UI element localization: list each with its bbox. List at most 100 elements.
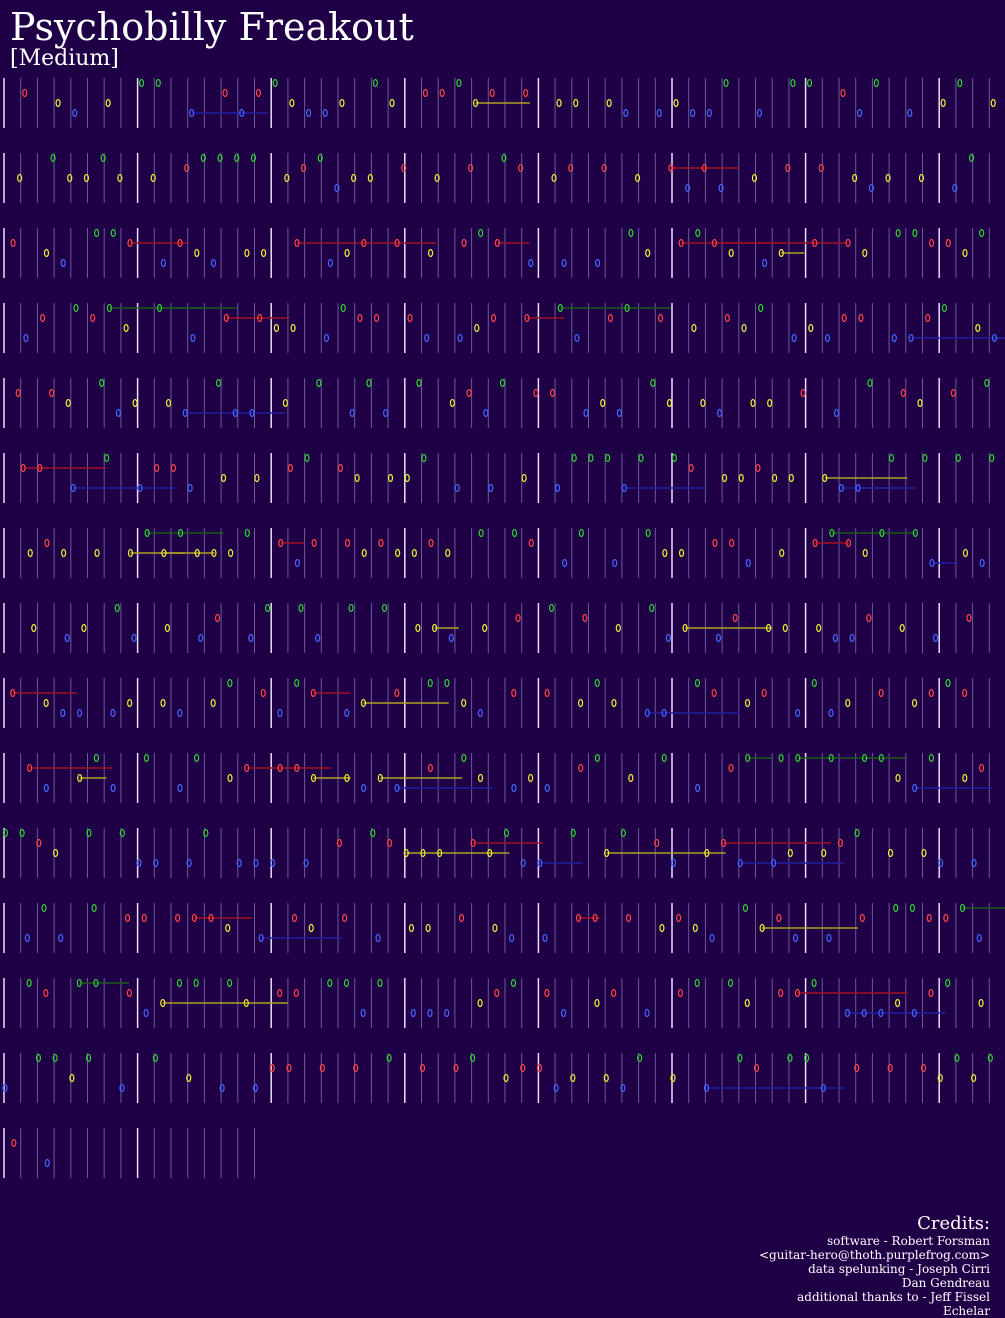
note [528, 538, 534, 548]
note [287, 463, 293, 473]
note [445, 548, 451, 558]
note [244, 248, 250, 258]
note [250, 153, 257, 163]
note [828, 708, 834, 718]
note [52, 1053, 58, 1063]
note [210, 698, 216, 708]
note [611, 698, 617, 708]
note [625, 913, 632, 923]
note [570, 828, 576, 838]
note [367, 173, 373, 183]
note [695, 228, 701, 238]
note [136, 858, 142, 868]
note [918, 173, 925, 183]
note [220, 473, 227, 483]
note [43, 248, 50, 258]
credit-line: <guitar-hero@thoth.purplefrog.com> [758, 1248, 990, 1262]
note [198, 633, 204, 643]
note [812, 538, 818, 548]
note [127, 238, 133, 248]
note [15, 388, 21, 398]
note [22, 88, 28, 98]
difficulty: [Medium] [10, 46, 119, 71]
note [727, 978, 734, 988]
note [975, 323, 981, 333]
note [917, 398, 923, 408]
note [94, 548, 100, 558]
note [416, 378, 422, 388]
note [795, 708, 801, 718]
note [700, 398, 706, 408]
note [124, 913, 131, 923]
note [966, 613, 972, 623]
note [177, 238, 183, 248]
note [284, 173, 290, 183]
note [489, 88, 495, 98]
note [189, 108, 195, 118]
note [81, 623, 87, 633]
note [177, 708, 183, 718]
note [894, 998, 901, 1008]
note [137, 483, 143, 493]
note [583, 408, 589, 418]
note [841, 313, 847, 323]
note [105, 98, 111, 108]
note [308, 923, 314, 933]
note [310, 688, 316, 698]
note [520, 1063, 526, 1073]
note [132, 398, 138, 408]
note [605, 453, 611, 463]
note [878, 688, 884, 698]
note [141, 913, 147, 923]
note [357, 313, 363, 323]
note [187, 483, 193, 493]
note [254, 473, 260, 483]
note [978, 998, 984, 1008]
note [628, 228, 634, 238]
note [278, 538, 284, 548]
note [467, 163, 474, 173]
note [957, 78, 963, 88]
note [738, 473, 744, 483]
note [750, 398, 756, 408]
note [85, 1053, 92, 1063]
note [138, 78, 145, 88]
note [344, 773, 350, 783]
note [742, 903, 749, 913]
note [27, 548, 33, 558]
note [217, 153, 223, 163]
note [785, 163, 791, 173]
note [971, 858, 977, 868]
note [941, 303, 948, 313]
note [234, 153, 240, 163]
note [685, 183, 691, 193]
note [190, 333, 196, 343]
note [943, 913, 949, 923]
note [728, 763, 734, 773]
note [523, 88, 529, 98]
note [729, 538, 735, 548]
note [691, 323, 697, 333]
note [361, 238, 367, 248]
note [160, 258, 166, 268]
note [571, 453, 577, 463]
note [165, 398, 172, 408]
note [845, 538, 852, 548]
note [728, 248, 734, 258]
note [377, 773, 383, 783]
note [23, 333, 29, 343]
note [155, 78, 161, 88]
note [845, 238, 851, 248]
note [456, 78, 462, 88]
note [227, 773, 233, 783]
note [606, 98, 612, 108]
note [723, 78, 729, 88]
note [682, 623, 688, 633]
note [716, 408, 723, 418]
note [70, 483, 76, 493]
note [912, 783, 918, 793]
note [214, 613, 221, 623]
note [928, 688, 934, 698]
note [678, 548, 685, 558]
note [477, 708, 483, 718]
